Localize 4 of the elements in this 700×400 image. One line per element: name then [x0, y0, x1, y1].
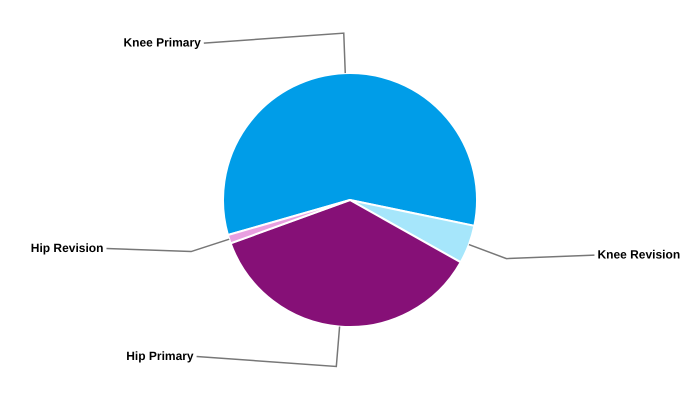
slice-label: Hip Revision: [30, 240, 104, 255]
slice-label: Hip Primary: [126, 348, 194, 363]
slice-label: Knee Primary: [123, 35, 202, 50]
slice-label: Knee Revision: [597, 247, 680, 262]
